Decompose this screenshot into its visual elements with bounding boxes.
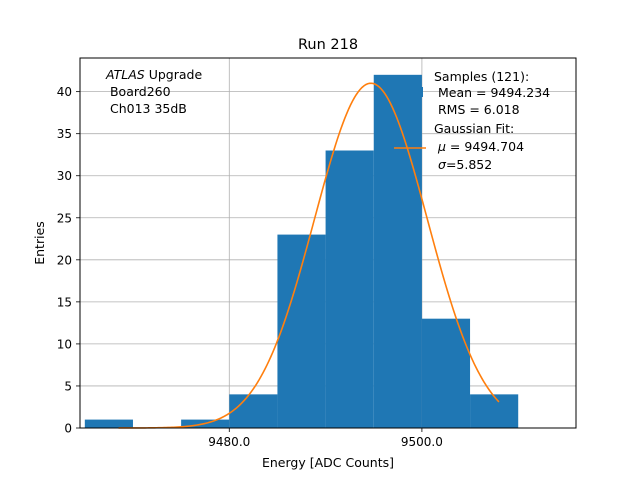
sigma-symbol: σ <box>438 157 447 172</box>
y-tick-label-6: 30 <box>57 169 72 183</box>
x-tick-label-0: 9480.0 <box>208 435 250 449</box>
legend-fit-title: Gaussian Fit: <box>434 121 514 136</box>
histogram-bar-5 <box>325 150 374 428</box>
y-axis-label: Entries <box>32 221 47 265</box>
histogram-bar-3 <box>229 394 278 428</box>
gaussian-fit-layer <box>118 82 500 429</box>
x-axis-ticks: 9480.0 9500.0 <box>208 428 443 449</box>
mu-symbol: μ <box>437 139 446 154</box>
annotation-upgrade: Upgrade <box>145 67 203 82</box>
x-axis-label: Energy [ADC Counts] <box>262 455 394 470</box>
y-axis-ticks: 0 5 10 15 20 25 30 35 40 <box>57 85 80 436</box>
legend-samples-title: Samples (121): <box>434 69 529 84</box>
atlas-annotation: ATLAS Upgrade Board260 Ch013 35dB <box>105 67 202 116</box>
y-tick-label-7: 35 <box>57 127 72 141</box>
y-tick-label-2: 10 <box>57 337 72 351</box>
legend-fit-mu-value: = 9494.704 <box>446 139 524 154</box>
legend-samples-rms: RMS = 6.018 <box>434 102 520 117</box>
annotation-line-1: ATLAS Upgrade <box>105 67 202 82</box>
histogram-bar-0 <box>84 419 133 428</box>
annotation-channel: Ch013 35dB <box>106 101 187 116</box>
legend-samples-swatch <box>408 87 423 97</box>
y-tick-label-3: 15 <box>57 295 72 309</box>
y-tick-label-0: 0 <box>64 422 72 436</box>
legend: Samples (121): Mean = 9494.234 RMS = 6.0… <box>394 69 550 172</box>
y-tick-label-4: 20 <box>57 253 72 267</box>
gaussian-fit-curve <box>118 82 500 429</box>
legend-samples-mean: Mean = 9494.234 <box>434 85 550 100</box>
y-tick-label-8: 40 <box>57 85 72 99</box>
legend-fit-mu: μ = 9494.704 <box>437 139 524 154</box>
annotation-board: Board260 <box>106 84 171 99</box>
histogram-bar-6 <box>373 74 422 429</box>
legend-fit-sigma: σ=5.852 <box>438 157 492 172</box>
chart-title: Run 218 <box>298 37 358 53</box>
legend-fit-sigma-value: =5.852 <box>446 157 492 172</box>
x-tick-label-1: 9500.0 <box>401 435 443 449</box>
annotation-atlas: ATLAS <box>105 67 145 82</box>
histogram-bar-8 <box>470 394 519 428</box>
y-tick-label-1: 5 <box>64 379 72 393</box>
y-tick-label-5: 25 <box>57 211 72 225</box>
axes-frame <box>79 57 577 429</box>
